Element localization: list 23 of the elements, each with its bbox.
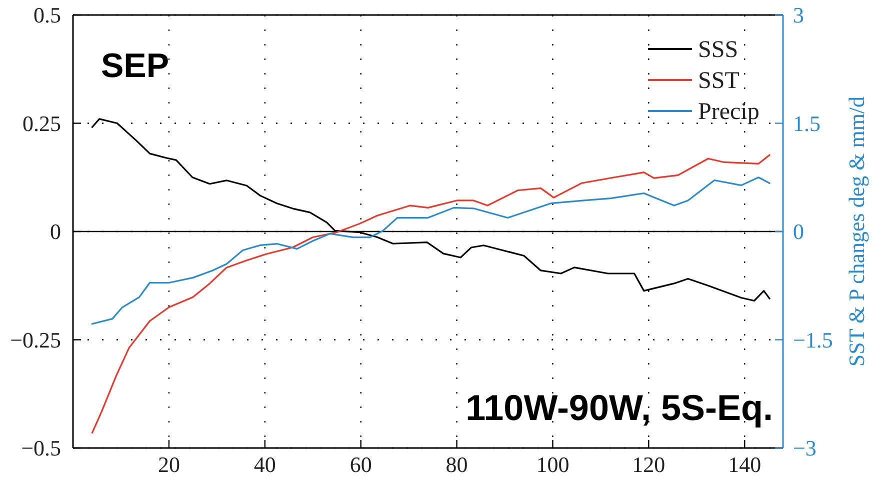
- y-tick-label: 0.5: [34, 2, 61, 28]
- x-tick-label: 100: [536, 452, 570, 477]
- legend-label: SST: [698, 68, 740, 94]
- x-tick-label: 60: [350, 452, 372, 477]
- legend-label: Precip: [698, 99, 760, 125]
- x-tick-label: 120: [632, 452, 666, 477]
- x-tick-label: 140: [728, 452, 762, 477]
- y-tick-label: −0.25: [10, 327, 61, 352]
- y2-tick-label: 3: [793, 2, 804, 28]
- y-tick-label: 0.25: [22, 110, 61, 136]
- annotation: 110W-90W, 5S-Eq.: [466, 387, 773, 428]
- y2-axis-title: SST & P changes deg & mm/d: [844, 96, 869, 367]
- y-tick-label: −0.5: [21, 436, 61, 461]
- y-tick-label: 0: [50, 219, 61, 244]
- y2-tick-label: −1.5: [793, 327, 833, 352]
- y2-tick-label: −3: [793, 436, 816, 461]
- x-tick-label: 80: [446, 452, 468, 477]
- x-tick-label: 40: [254, 452, 276, 477]
- legend-label: SSS: [698, 37, 738, 63]
- x-tick-label: 20: [158, 452, 180, 477]
- annotation: SEP: [101, 47, 170, 85]
- y2-tick-label: 0: [793, 219, 804, 244]
- y2-tick-label: 1.5: [793, 110, 820, 136]
